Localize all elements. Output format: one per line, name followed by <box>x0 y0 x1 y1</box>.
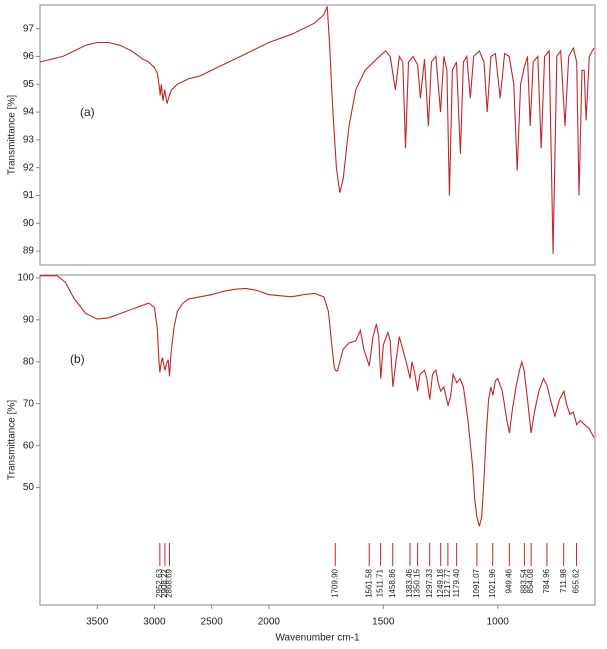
plot-frame <box>39 4 596 266</box>
y-tick-label: 60 <box>23 440 35 451</box>
x-tick-label: 1000 <box>487 617 510 628</box>
y-tick-label: 90 <box>23 218 35 229</box>
spectrum-line <box>40 275 595 527</box>
spectrum-line <box>39 6 595 254</box>
peak-label: 883.54 <box>519 568 528 593</box>
x-tick-label: 2500 <box>201 617 224 628</box>
peak-label: 1561.58 <box>364 568 373 597</box>
x-tick-label: 3500 <box>86 617 109 628</box>
y-tick-label: 90 <box>23 315 35 326</box>
peak-label: 1350.15 <box>413 568 422 597</box>
y-tick-label: 96 <box>23 51 35 62</box>
peak-label: 2952.63 <box>155 568 164 597</box>
panel-label: (b) <box>70 352 85 366</box>
panel-label: (a) <box>80 105 95 119</box>
x-tick-label: 3000 <box>143 617 166 628</box>
peak-label: 1297.33 <box>425 568 434 597</box>
peak-label: 2908.22 <box>160 568 169 597</box>
peak-label: 655.62 <box>572 568 581 593</box>
y-axis-label: Transmittance [%] <box>7 400 18 480</box>
y-tick-label: 94 <box>23 107 35 118</box>
peak-label: 949.46 <box>504 568 513 593</box>
y-tick-label: 92 <box>23 162 35 173</box>
y-tick-label: 70 <box>23 398 35 409</box>
y-tick-label: 93 <box>23 135 35 146</box>
peak-label: 1458.86 <box>388 568 397 597</box>
peak-label: 1179.40 <box>452 568 461 597</box>
peak-label: 1091.07 <box>472 568 481 597</box>
plot-frame <box>39 274 596 606</box>
peak-label: 784.96 <box>542 568 551 593</box>
peak-label: 1511.71 <box>376 568 385 597</box>
y-tick-label: 100 <box>17 273 34 284</box>
y-tick-label: 80 <box>23 356 35 367</box>
peak-label: 1709.90 <box>330 568 339 597</box>
y-tick-label: 91 <box>23 190 35 201</box>
x-axis-label: Wavenumber cm-1 <box>275 633 360 644</box>
y-tick-label: 95 <box>23 79 35 90</box>
x-tick-label: 1500 <box>372 617 395 628</box>
peak-label: 711.98 <box>559 568 568 592</box>
y-tick-label: 89 <box>23 246 35 257</box>
peak-label: 854.08 <box>526 568 535 593</box>
peak-label: 1021.96 <box>488 568 497 597</box>
y-axis-label: Transmittance [%] <box>7 95 18 175</box>
peak-label: 1217.77 <box>443 568 452 597</box>
peak-label: 2868.69 <box>165 568 174 597</box>
peak-label: 1249.18 <box>436 568 445 597</box>
x-tick-label: 2000 <box>258 617 281 628</box>
y-tick-label: 97 <box>23 23 35 34</box>
y-tick-label: 50 <box>23 482 35 493</box>
peak-label: 1383.46 <box>405 568 414 597</box>
